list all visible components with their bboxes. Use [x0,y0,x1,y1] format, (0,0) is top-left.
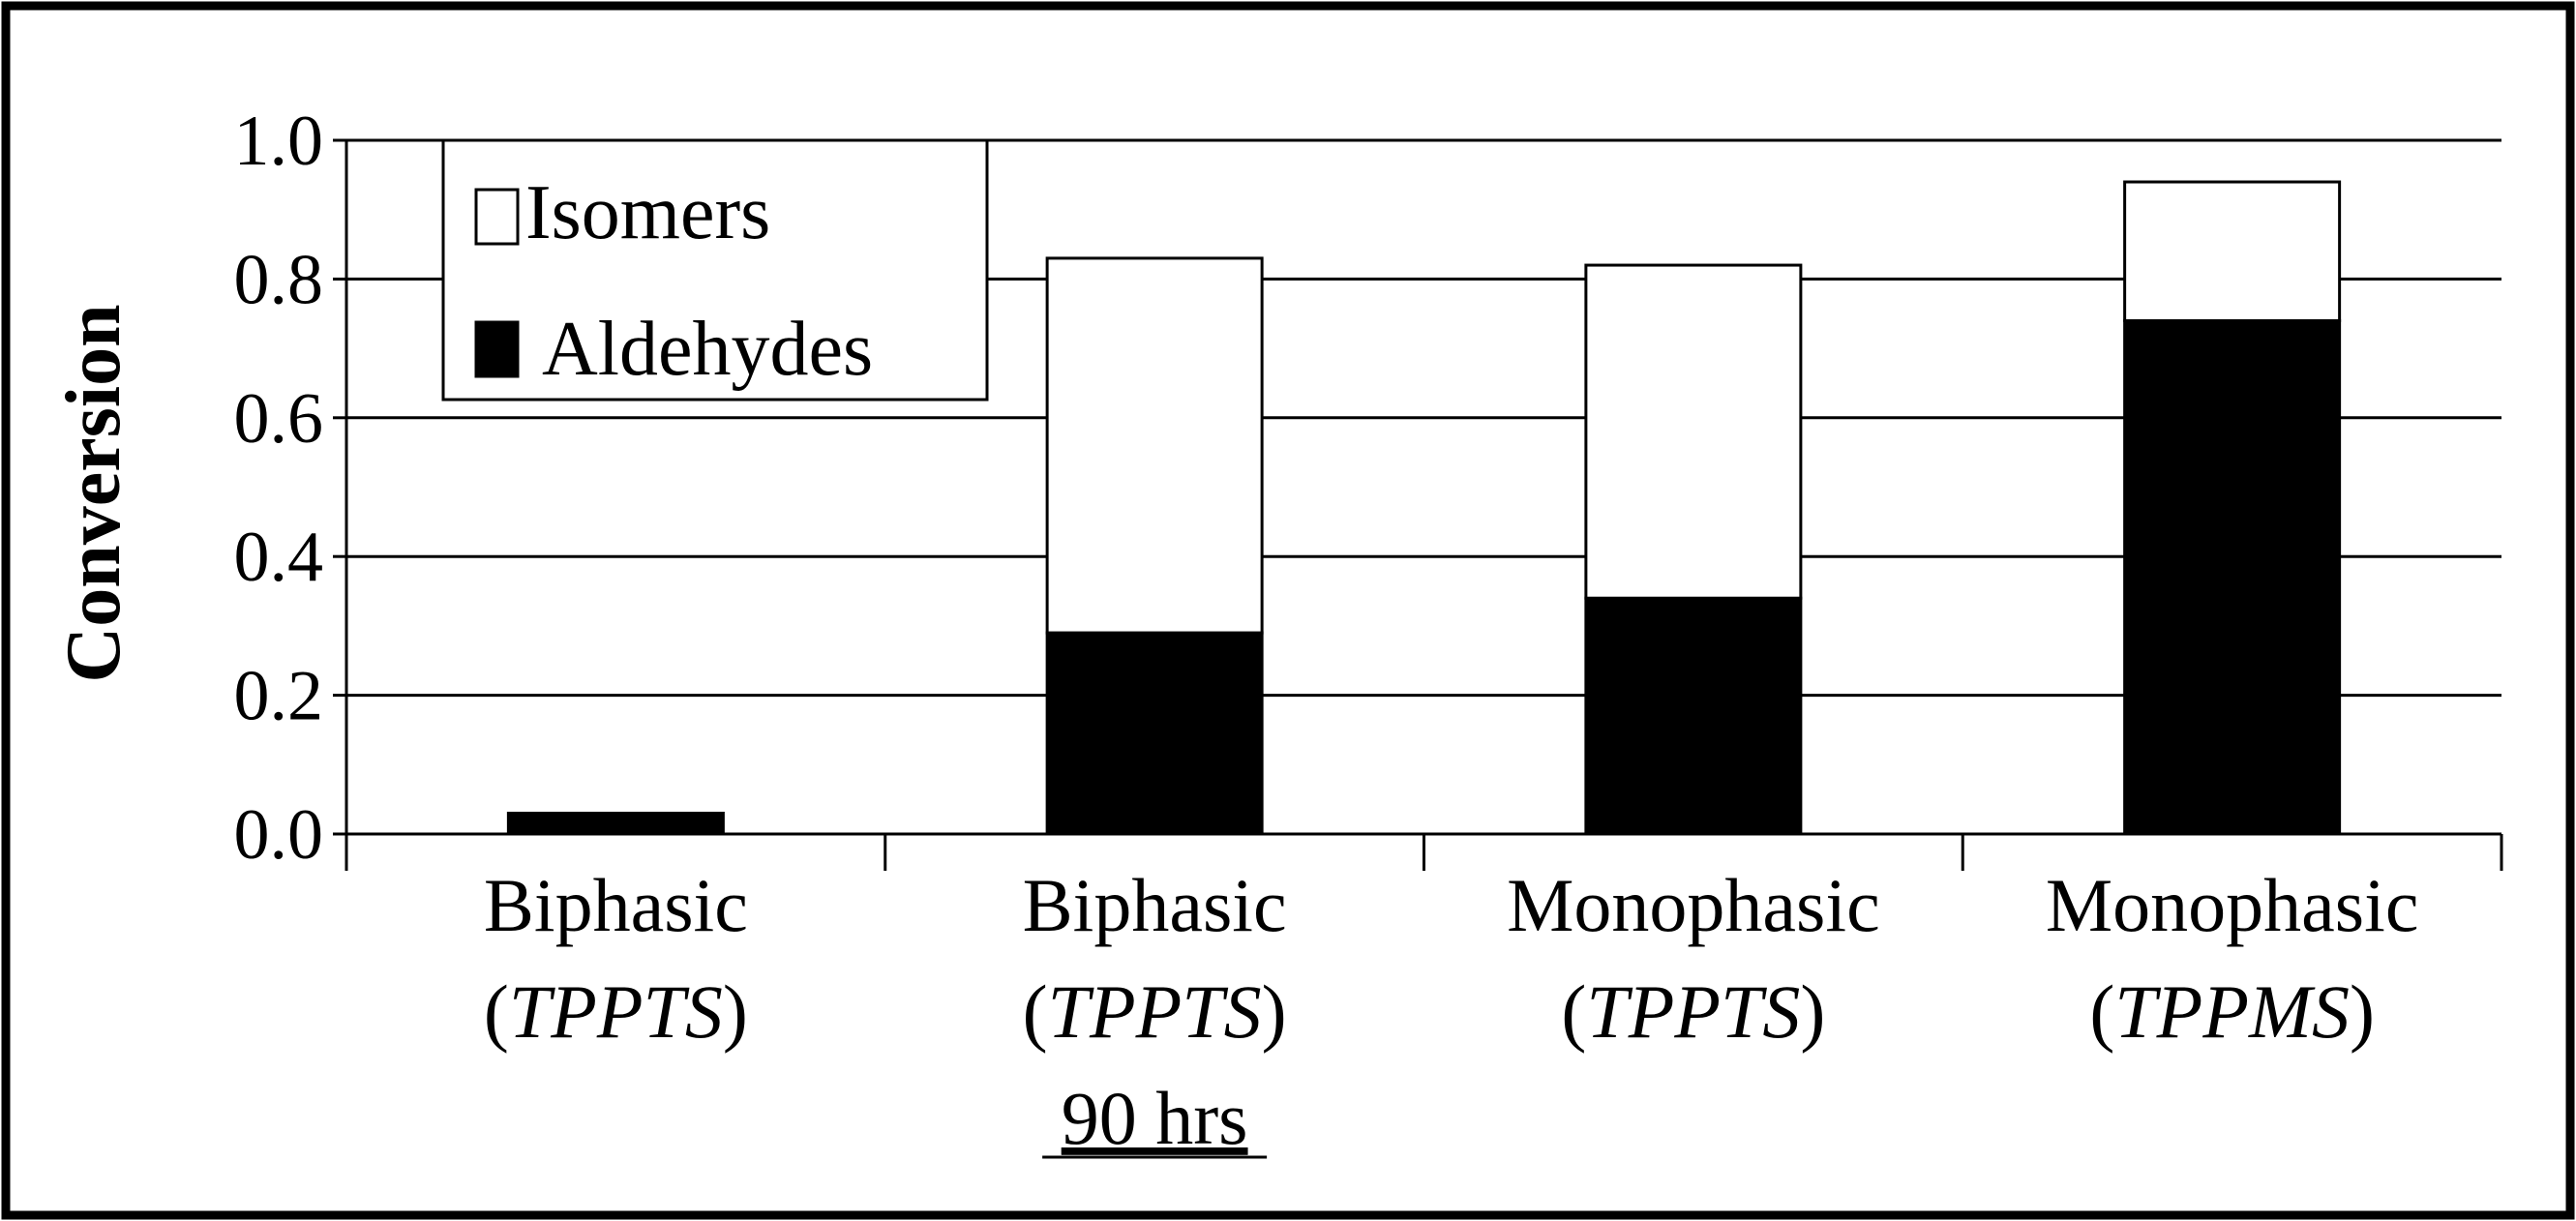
y-tick-label: 0.0 [234,795,324,875]
category-label-line1: Biphasic [484,863,748,947]
category-label-line2: (TPPTS) [1023,969,1287,1054]
category-label-line1: Biphasic [1023,863,1287,947]
bars [506,180,2342,836]
category-label-line1: Monophasic [1507,863,1880,947]
bar-aldehydes [1045,631,1264,836]
bar-aldehydes [1584,596,1803,836]
bar-isomers [1045,256,1264,635]
legend: Isomers Aldehydes [441,138,989,402]
y-tick-label: 1.0 [234,102,324,181]
category-label-line2: (TPPTS) [1561,969,1825,1054]
y-tick-label: 0.2 [234,657,324,736]
bar-aldehydes [506,811,725,836]
axes [333,138,2503,871]
bar-isomers [2123,180,2342,322]
category-label-line2: (TPPMS) [2089,969,2375,1054]
bar-isomers [1584,263,1803,600]
legend-swatch-aldehydes [474,320,520,378]
category-label-line2: (TPPTS) [484,969,748,1054]
category-label-line1: Monophasic [2046,863,2419,947]
y-axis-label: Conversion [51,304,136,682]
legend-swatch-isomers [474,188,520,246]
y-tick-labels: 0.0 0.2 0.4 0.6 0.8 1.0 [234,102,324,875]
bar-aldehydes [2123,318,2342,836]
y-tick-label: 0.6 [234,379,324,459]
legend-label-isomers: Isomers [525,170,770,255]
category-label-line3: 90 hrs [1062,1076,1248,1160]
x-category-labels: Biphasic (TPPTS) Biphasic (TPPTS) 90 hrs Mono… [484,863,2419,1160]
y-tick-label: 0.8 [234,240,324,319]
legend-label-aldehydes: Aldehydes [542,307,873,392]
legend-box [441,138,989,402]
y-tick-label: 0.4 [234,518,324,597]
